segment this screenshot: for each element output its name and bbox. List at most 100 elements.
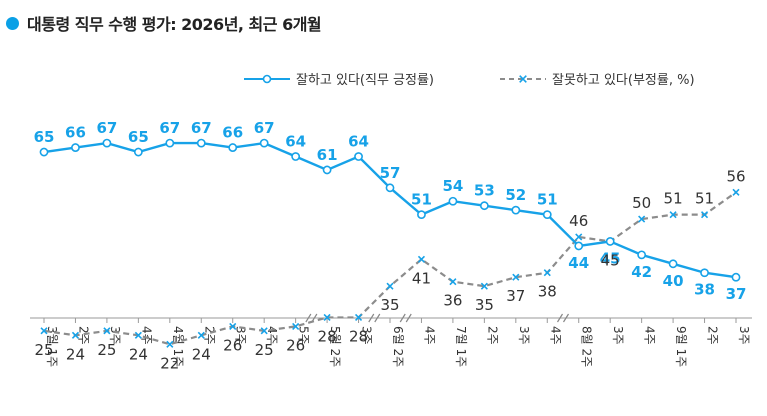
negative-point — [449, 278, 457, 286]
negative-point — [575, 233, 583, 241]
negative-point — [292, 322, 300, 330]
x-tick-label: 6월 2주 — [391, 326, 405, 367]
legend-marker-positive — [262, 74, 272, 84]
x-tick-label: 7월 1주 — [454, 326, 468, 367]
x-tick-label: 3주 — [517, 326, 531, 345]
axis-break-marker — [368, 313, 381, 323]
chart-title-text: 대통령 직무 수행 평가: 2026년, 최근 6개월 — [27, 15, 322, 34]
negative-data-label: 35 — [380, 296, 399, 314]
negative-data-label: 35 — [475, 296, 494, 314]
positive-data-label: 67 — [191, 119, 212, 137]
negative-data-label: 25 — [255, 341, 274, 359]
x-tick-label: 5월 2주 — [328, 326, 342, 367]
x-tick-label: 4주 — [643, 326, 657, 345]
negative-point — [71, 331, 80, 339]
negative-point — [260, 327, 268, 335]
chart-title: 대통령 직무 수행 평가: 2026년, 최근 6개월 — [6, 8, 322, 38]
negative-data-label: 50 — [632, 194, 651, 212]
negative-point — [386, 282, 394, 290]
positive-point — [102, 138, 112, 148]
negative-data-label: 24 — [129, 345, 148, 363]
positive-point — [228, 143, 238, 152]
x-tick-label: 2주 — [76, 326, 90, 345]
positive-point — [542, 210, 552, 220]
positive-data-label: 45 — [600, 249, 621, 267]
negative-data-label: 24 — [66, 345, 85, 363]
positive-point — [605, 237, 615, 246]
negative-point — [638, 215, 646, 223]
positive-point — [196, 138, 206, 148]
positive-data-label: 54 — [442, 177, 463, 195]
positive-data-label: 66 — [222, 124, 243, 142]
x-tick-label: 4주 — [548, 326, 562, 345]
negative-point — [354, 313, 363, 322]
x-tick-label: 3주 — [234, 326, 248, 345]
legend-label-negative: 잘못하고 있다(부정률, %) — [552, 73, 695, 88]
negative-data-label: 22 — [160, 354, 179, 372]
positive-point — [479, 201, 489, 211]
positive-point — [731, 272, 741, 282]
negative-data-label: 38 — [538, 283, 557, 301]
negative-data-label: 25 — [97, 341, 116, 359]
positive-data-label: 53 — [474, 182, 495, 200]
negative-data-label: 41 — [412, 269, 431, 287]
positive-data-label: 40 — [663, 272, 684, 290]
negative-data-label: 56 — [726, 167, 745, 185]
positive-point — [291, 152, 301, 161]
positive-data-label: 57 — [380, 164, 401, 182]
positive-point — [385, 183, 395, 193]
negative-point — [480, 282, 488, 290]
negative-point — [40, 327, 48, 335]
negative-data-label: 45 — [601, 251, 620, 269]
positive-data-label: 37 — [726, 285, 747, 303]
x-tick-label: 3주 — [611, 326, 625, 345]
positive-data-label: 52 — [505, 186, 526, 204]
negative-point — [543, 269, 551, 277]
negative-data-label: 26 — [223, 336, 242, 354]
negative-point — [197, 331, 205, 339]
negative-data-label: 51 — [695, 190, 714, 208]
positive-point — [637, 250, 647, 260]
positive-data-label: 38 — [694, 281, 715, 299]
negative-point — [417, 255, 426, 263]
axis-break-marker — [556, 313, 570, 323]
negative-data-label: 51 — [664, 190, 683, 208]
positive-data-label: 66 — [65, 124, 86, 142]
negative-data-label: 24 — [192, 345, 211, 363]
x-tick-label: 2주 — [485, 326, 499, 345]
negative-point — [323, 313, 331, 322]
positive-data-label: 65 — [34, 128, 55, 146]
positive-point — [574, 241, 584, 251]
positive-point — [448, 196, 458, 206]
x-tick-label: 2주 — [706, 326, 720, 345]
positive-data-label: 67 — [96, 119, 117, 137]
negative-data-label: 25 — [34, 341, 53, 359]
negative-data-label: 28 — [349, 327, 368, 345]
negative-point — [512, 273, 520, 281]
x-tick-label: 9월 1주 — [674, 326, 688, 367]
title-bullet-icon — [6, 16, 19, 30]
axis-break-marker — [399, 313, 412, 323]
positive-point — [322, 165, 332, 175]
x-tick-label: 4주 — [139, 326, 153, 345]
positive-data-label: 64 — [285, 133, 306, 151]
negative-point — [166, 340, 174, 348]
positive-point — [259, 138, 269, 148]
positive-data-label: 64 — [348, 133, 369, 151]
x-tick-label: 2주 — [202, 326, 216, 345]
positive-point — [71, 143, 80, 152]
negative-point — [700, 211, 709, 219]
x-tick-label: 4주 — [265, 326, 279, 345]
negative-point — [732, 188, 740, 196]
negative-data-label: 36 — [443, 292, 462, 310]
positive-data-label: 44 — [568, 254, 589, 272]
negative-data-label: 26 — [286, 336, 305, 354]
positive-data-label: 65 — [128, 128, 149, 146]
x-tick-label: 8월 2주 — [580, 326, 594, 367]
negative-data-label: 46 — [569, 212, 588, 230]
x-tick-label: 3월 1주 — [45, 326, 59, 367]
positive-data-label: 67 — [159, 119, 180, 137]
positive-data-label: 61 — [317, 146, 338, 164]
negative-data-label: 37 — [506, 287, 525, 305]
